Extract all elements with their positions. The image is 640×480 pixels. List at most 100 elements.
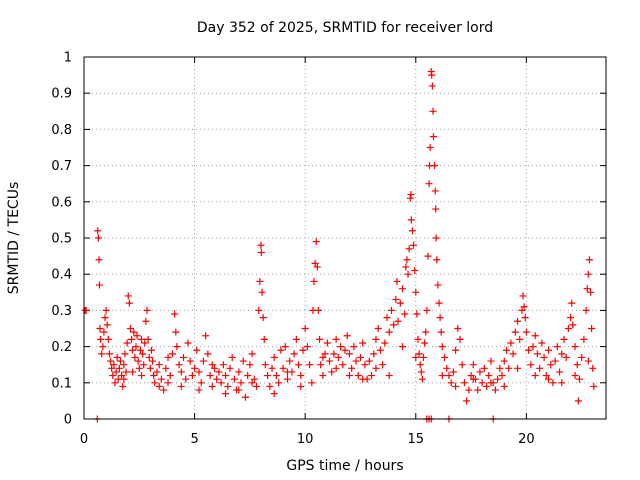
data-point	[257, 248, 265, 256]
data-point	[140, 361, 148, 369]
data-point	[521, 314, 529, 322]
data-point	[133, 332, 141, 340]
data-point	[431, 187, 439, 195]
data-point	[420, 353, 428, 361]
data-point	[202, 332, 210, 340]
data-point	[402, 263, 410, 271]
data-point	[385, 372, 393, 380]
data-point	[505, 364, 513, 372]
data-point	[509, 350, 517, 358]
data-point	[270, 390, 278, 398]
data-point	[538, 339, 546, 347]
data-point	[365, 357, 373, 365]
data-point	[390, 321, 398, 329]
data-point	[129, 346, 137, 354]
data-point	[549, 379, 557, 387]
data-point	[143, 306, 151, 314]
data-point	[99, 343, 107, 351]
data-point	[281, 343, 289, 351]
data-point	[215, 368, 223, 376]
y-tick-label: 0	[64, 413, 72, 428]
data-point	[261, 361, 269, 369]
data-point	[134, 357, 142, 365]
y-tick-label: 0.3	[51, 304, 72, 319]
data-point	[394, 317, 402, 325]
data-point	[412, 288, 420, 296]
data-point	[379, 361, 387, 369]
data-point	[544, 346, 552, 354]
data-point	[121, 350, 129, 358]
data-point	[219, 361, 227, 369]
data-point	[334, 353, 342, 361]
data-point	[560, 335, 568, 343]
data-point	[313, 263, 321, 271]
data-point	[558, 379, 566, 387]
data-point	[514, 364, 522, 372]
data-point	[343, 332, 351, 340]
data-point	[326, 357, 334, 365]
data-point	[120, 361, 128, 369]
data-point	[126, 325, 134, 332]
data-point	[428, 82, 436, 90]
data-point	[104, 335, 112, 343]
data-point	[173, 343, 181, 351]
data-point	[160, 386, 168, 394]
data-point	[97, 335, 105, 343]
data-point	[188, 372, 196, 380]
data-point	[385, 328, 393, 336]
data-point	[226, 364, 234, 372]
data-point	[100, 328, 108, 336]
data-point	[253, 382, 261, 390]
data-point	[217, 379, 225, 387]
data-point	[410, 241, 418, 249]
data-point	[426, 144, 434, 151]
data-point	[578, 353, 586, 361]
data-point	[423, 306, 431, 314]
data-point	[339, 361, 347, 369]
data-point	[172, 328, 180, 336]
data-point	[290, 350, 298, 358]
data-point	[432, 205, 440, 213]
data-point	[454, 325, 462, 332]
data-point	[317, 361, 325, 369]
data-point	[213, 375, 221, 383]
data-point	[587, 288, 595, 296]
data-point	[438, 343, 446, 351]
data-point	[292, 335, 300, 343]
data-point	[130, 328, 138, 336]
data-point	[283, 375, 291, 383]
x-tick-labels: 0 5 10 15 20	[80, 432, 535, 447]
data-point	[301, 325, 309, 332]
data-point	[474, 386, 482, 394]
data-point	[95, 256, 103, 264]
data-point	[408, 227, 416, 235]
data-point	[407, 191, 415, 199]
data-point	[237, 379, 245, 387]
data-point	[519, 292, 527, 300]
data-point	[500, 357, 508, 365]
data-point	[463, 397, 471, 405]
data-point	[589, 364, 597, 372]
data-point	[303, 343, 311, 351]
data-point	[195, 386, 203, 394]
data-point	[306, 361, 314, 369]
data-point	[112, 368, 120, 376]
x-tick-label: 15	[408, 432, 425, 447]
data-point	[175, 361, 183, 369]
chart-title: Day 352 of 2025, SRMTID for receiver lor…	[197, 20, 493, 36]
data-point	[255, 306, 263, 314]
data-point	[171, 310, 179, 318]
data-point	[125, 299, 133, 307]
data-point	[469, 375, 477, 383]
data-points	[81, 67, 598, 423]
data-point	[502, 346, 510, 354]
data-point	[415, 350, 423, 358]
data-point	[359, 375, 367, 383]
data-point	[590, 382, 598, 390]
data-point	[424, 252, 432, 260]
data-point	[443, 364, 451, 372]
data-point	[120, 375, 128, 383]
data-point	[141, 339, 149, 347]
data-point	[476, 368, 484, 376]
